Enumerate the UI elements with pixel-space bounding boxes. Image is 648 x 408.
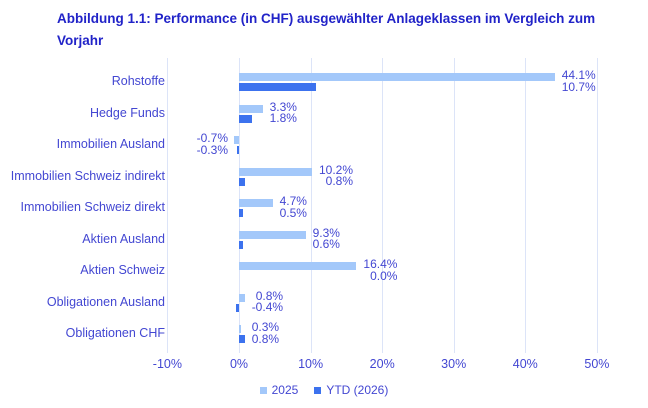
bar-series-ytd-2026: [239, 83, 316, 91]
x-axis-tick-label: 50%: [584, 357, 610, 371]
x-axis-tick-label: 30%: [441, 357, 467, 371]
value-label-ytd-2026: -0.3%: [196, 142, 228, 157]
bar-series-ytd-2026: [239, 240, 244, 249]
legend-swatch-ytd-2026: [314, 386, 322, 394]
value-label-ytd-2026: 1.8%: [269, 111, 297, 125]
x-axis-tick-label: 0%: [229, 357, 249, 371]
value-label-2025: 44.1%: [561, 68, 596, 82]
value-label: 9.3% 0.6%: [312, 225, 340, 251]
chart-title: Abbildung 1.1: Performance (in CHF) ausg…: [57, 8, 632, 52]
category-label: Aktien Schweiz: [80, 263, 165, 277]
legend: 2025 YTD (2026): [0, 383, 648, 397]
value-label-ytd-2026: 0.0%: [370, 268, 398, 283]
value-label-ytd-2026: 0.5%: [279, 205, 307, 220]
chart-title-line1: Abbildung 1.1: Performance (in CHF) ausg…: [57, 11, 596, 26]
category-label: Immobilien Schweiz indirekt: [10, 168, 165, 183]
legend-label: 2025: [271, 383, 299, 397]
grid-line-30: [453, 58, 455, 353]
value-label-2025: 10.2%: [319, 162, 354, 177]
grid-line--10: [167, 58, 169, 353]
value-label-ytd-2026: -0.4%: [251, 300, 284, 314]
value-label-2025: -0.7%: [196, 131, 228, 145]
legend-item-2025: 2025: [259, 383, 299, 397]
value-label: 0.3% 0.8%: [251, 320, 280, 346]
category-label: Obligationen Ausland: [46, 294, 165, 309]
grid-line-10: [310, 58, 312, 353]
grid-line-20: [382, 58, 384, 353]
x-axis-tick-label: -10%: [152, 357, 182, 371]
legend-item-ytd-2026: YTD (2026): [314, 383, 388, 397]
category-label: Immobilien Schweiz direkt: [20, 200, 166, 214]
bar-series-2025: [234, 136, 239, 144]
category-label: Rohstoffe: [111, 74, 165, 88]
bar-series-ytd-2026: [239, 209, 243, 217]
chart-title-line2: Vorjahr: [57, 33, 104, 48]
value-label-2025: 0.3%: [251, 320, 280, 334]
grid-line-40: [525, 58, 527, 353]
x-axis-tick-label: 10%: [298, 357, 324, 371]
x-axis-tick-label: 40%: [512, 357, 538, 371]
bar-series-2025: [239, 199, 273, 207]
value-label-ytd-2026: 0.8%: [325, 174, 354, 188]
category-label: Aktien Ausland: [82, 231, 165, 246]
legend-swatch-2025: [259, 386, 267, 394]
grid-line-50: [596, 58, 598, 353]
bar-series-ytd-2026: [239, 177, 245, 186]
legend-label: YTD (2026): [326, 383, 389, 397]
bar-series-ytd-2026: [239, 114, 252, 123]
value-label-2025: 16.4%: [363, 257, 398, 271]
bar-series-2025: [239, 73, 555, 81]
value-label: 0.8% -0.4%: [251, 288, 284, 314]
bar-series-ytd-2026: [236, 303, 239, 312]
bar-series-2025: [239, 104, 263, 113]
value-label-ytd-2026: 10.7%: [561, 79, 596, 94]
bar-series-2025: [239, 325, 242, 333]
value-label-2025: 9.3%: [312, 225, 340, 240]
value-label: 44.1% 10.7%: [561, 68, 596, 94]
category-label: Immobilien Ausland: [56, 137, 165, 151]
value-label-ytd-2026: 0.8%: [251, 331, 280, 346]
x-axis-tick-label: 20%: [369, 357, 395, 371]
value-label-2025: 4.7%: [279, 194, 307, 208]
bar-series-ytd-2026: [239, 335, 245, 343]
bar-series-2025: [239, 293, 245, 302]
value-label: 3.3% 1.8%: [269, 99, 297, 125]
value-label: 4.7% 0.5%: [279, 194, 307, 220]
value-label: -0.7% -0.3%: [196, 131, 228, 157]
value-label-ytd-2026: 0.6%: [312, 237, 340, 251]
bar-series-2025: [239, 262, 357, 270]
bar-series-2025: [239, 230, 306, 239]
bar-series-2025: [239, 167, 312, 176]
category-label: Obligationen CHF: [65, 326, 165, 340]
value-label-2025: 3.3%: [269, 99, 297, 114]
bar-series-ytd-2026: [236, 146, 239, 154]
value-label: 10.2% 0.8%: [319, 162, 354, 188]
value-label-2025: 0.8%: [255, 288, 284, 303]
category-label: Hedge Funds: [89, 105, 165, 120]
value-label: 16.4% 0.0%: [363, 257, 398, 283]
